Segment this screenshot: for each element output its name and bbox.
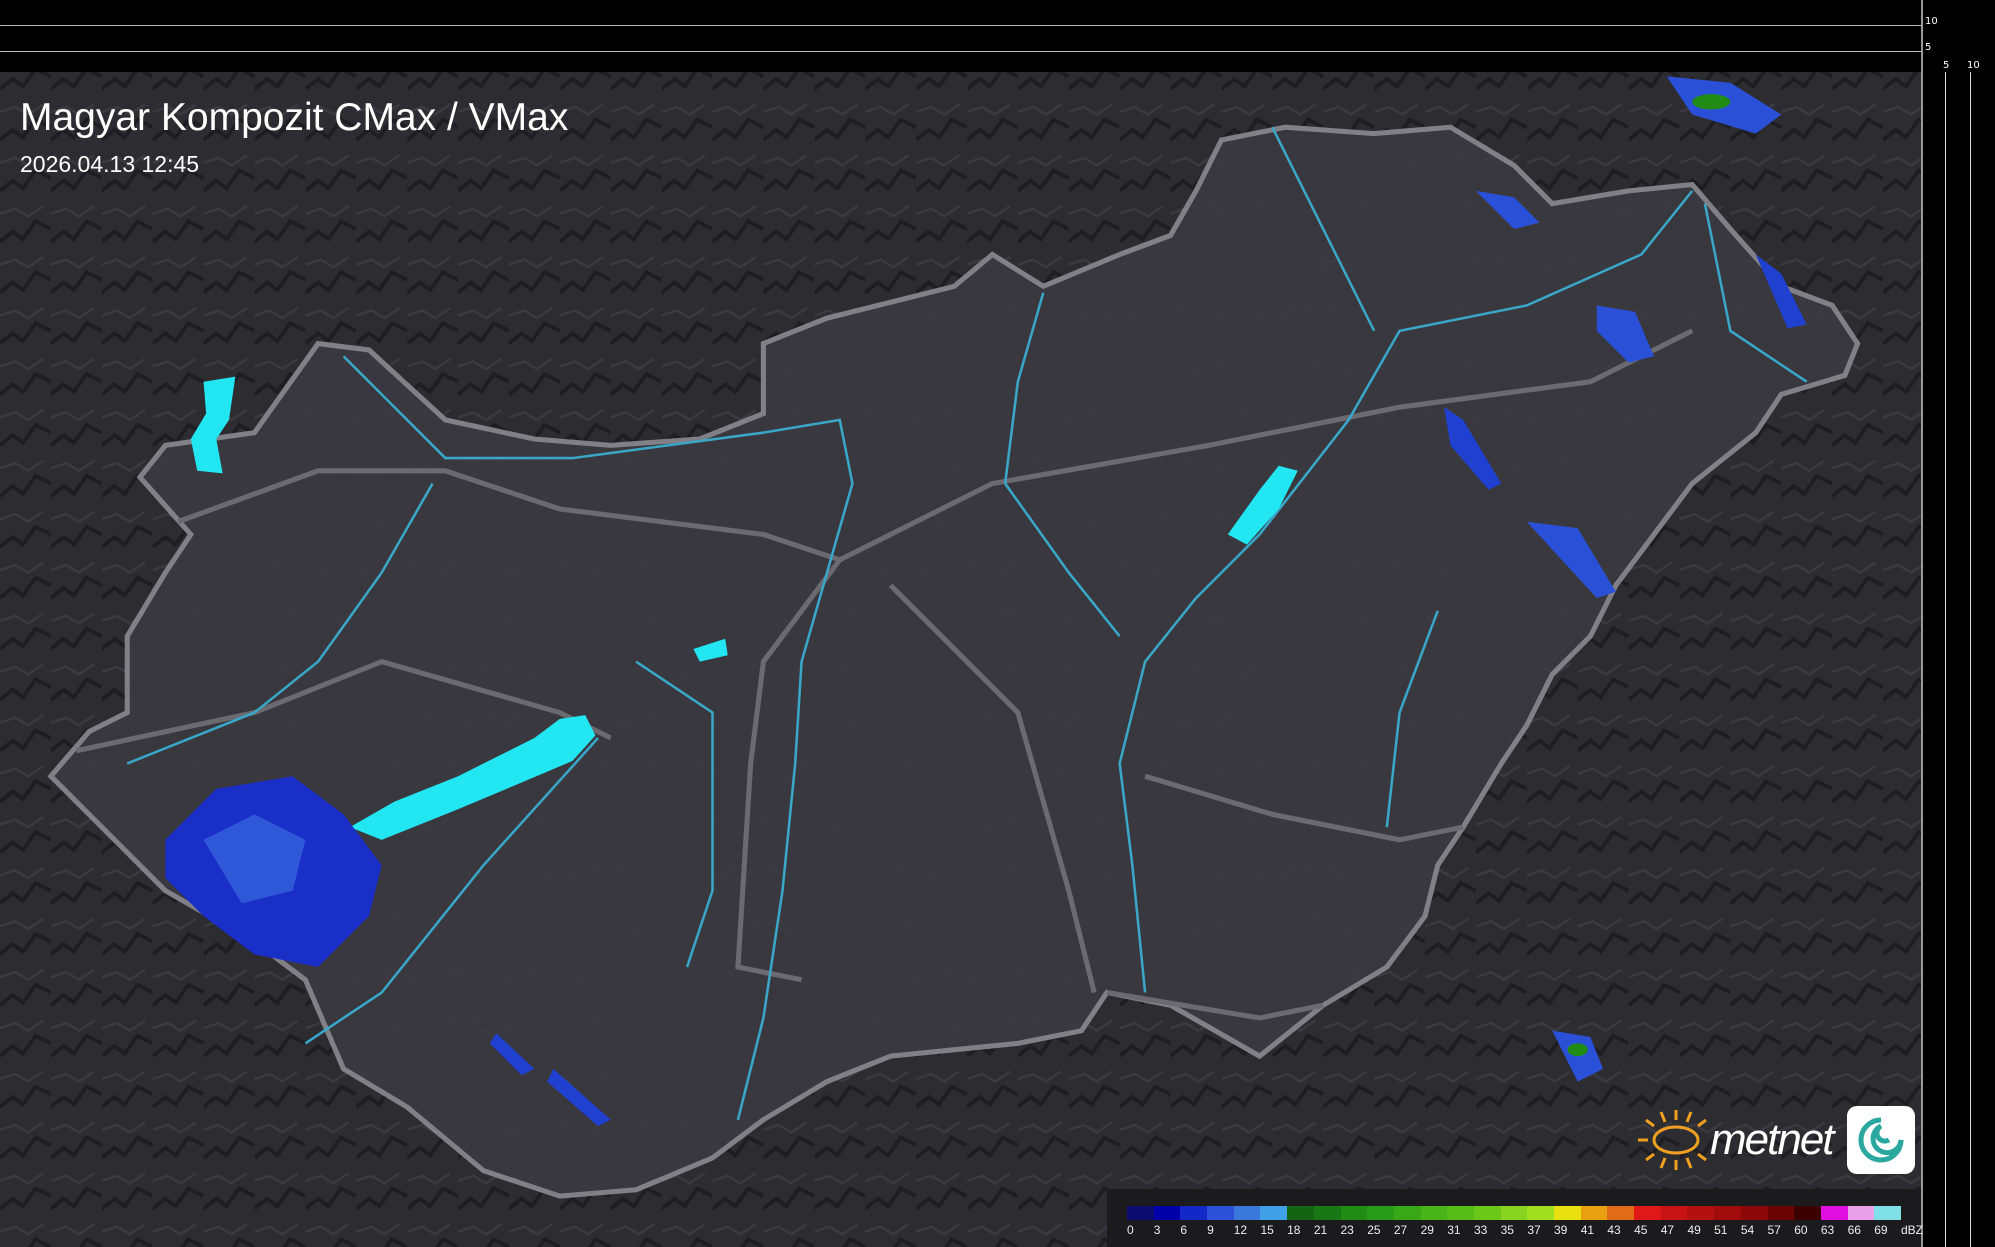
scale-label: 9 [1207, 1223, 1214, 1237]
scale-label: 25 [1367, 1223, 1381, 1237]
color-swatch [1874, 1206, 1901, 1220]
color-swatch [1180, 1206, 1208, 1220]
scale-label: 3 [1153, 1223, 1161, 1237]
unit-label: dBZ [1900, 1223, 1923, 1237]
scale-label: 12 [1233, 1223, 1248, 1237]
scale-label: 31 [1447, 1223, 1461, 1237]
color-swatch [1500, 1206, 1528, 1220]
scale-label: 35 [1500, 1223, 1514, 1237]
scale-label: 60 [1794, 1223, 1808, 1237]
color-swatch [1634, 1206, 1661, 1220]
top-tick-label: 10 [1925, 16, 1938, 27]
scale-labels: 0 3 6 9 12 15 18 21 23 25 27 29 31 33 35 37 39 41 43 45 47 49… [1127, 1223, 1923, 1237]
scale-label: 33 [1473, 1223, 1488, 1237]
lake-tisza [1227, 465, 1298, 545]
danube-river [342, 355, 854, 1121]
color-swatch [1687, 1206, 1715, 1220]
logo-text: metnet [1710, 1115, 1835, 1164]
map-title: Magyar Kompozit CMax / VMax [20, 96, 569, 139]
scale-label: 37 [1527, 1223, 1541, 1237]
scale-label: 43 [1607, 1223, 1621, 1237]
color-swatch [1740, 1206, 1768, 1220]
scale-label: 45 [1634, 1223, 1648, 1237]
scale-label: 21 [1313, 1223, 1328, 1237]
right-tick-label: 5 [1943, 60, 1950, 71]
color-swatch [1207, 1206, 1234, 1220]
color-swatch [1767, 1206, 1795, 1220]
vertical-profile-panel: 10 5 5 10 [1921, 0, 1995, 1247]
profile-gridline-5 [1945, 72, 1946, 1247]
color-scale [1127, 1206, 1901, 1220]
color-swatch [1367, 1206, 1394, 1220]
lake-balaton [349, 715, 596, 840]
scale-label: 27 [1393, 1223, 1408, 1237]
metnet-logo: metnet [1636, 1100, 1915, 1180]
lake-neusiedl [190, 376, 236, 474]
profile-gridline-10 [0, 25, 1921, 26]
scale-label: 15 [1260, 1223, 1274, 1237]
color-swatch [1340, 1206, 1368, 1220]
color-swatch [1447, 1206, 1474, 1220]
color-swatch [1260, 1206, 1288, 1220]
color-swatch [1847, 1206, 1875, 1220]
scale-label: 51 [1714, 1223, 1728, 1237]
lake-velence [693, 638, 728, 662]
color-swatch [1313, 1206, 1341, 1220]
map-timestamp: 2026.04.13 12:45 [20, 151, 200, 177]
scale-label: 66 [1847, 1223, 1861, 1237]
top-tick-label: 5 [1925, 42, 1932, 53]
scale-label: 18 [1287, 1223, 1301, 1237]
color-swatch [1607, 1206, 1635, 1220]
color-swatch [1153, 1206, 1181, 1220]
color-swatch [1580, 1206, 1608, 1220]
scale-label: 47 [1660, 1223, 1675, 1237]
scale-label: 23 [1340, 1223, 1354, 1237]
scale-label: 0 [1127, 1223, 1134, 1237]
profile-gridline-5 [0, 51, 1921, 52]
rivers [126, 126, 1808, 1121]
hungary-territory [47, 124, 1861, 1199]
radar-echoes [165, 76, 1807, 1127]
color-swatch [1420, 1206, 1448, 1220]
color-swatch [1660, 1206, 1688, 1220]
color-swatch [1554, 1206, 1581, 1220]
color-swatch [1794, 1206, 1821, 1220]
scale-label: 41 [1580, 1223, 1595, 1237]
color-swatch [1714, 1206, 1741, 1220]
horizontal-profile-panel [0, 0, 1921, 72]
color-swatch [1527, 1206, 1554, 1220]
swirl-icon [1846, 1106, 1915, 1174]
scale-label: 63 [1820, 1223, 1835, 1237]
scale-label: 57 [1767, 1223, 1781, 1237]
sun-icon [1638, 1110, 1707, 1170]
tisza-river [1118, 190, 1694, 993]
scale-label: 39 [1554, 1223, 1568, 1237]
right-tick-label: 10 [1967, 60, 1980, 71]
lakes [190, 376, 1298, 840]
scale-label: 69 [1874, 1223, 1888, 1237]
color-swatch [1287, 1206, 1314, 1220]
color-swatch [1127, 1206, 1154, 1220]
scale-label: 54 [1740, 1223, 1755, 1237]
color-swatch [1233, 1206, 1261, 1220]
color-swatch [1393, 1206, 1421, 1220]
scale-label: 6 [1180, 1223, 1188, 1237]
scale-label: 29 [1420, 1223, 1434, 1237]
color-swatch [1820, 1206, 1848, 1220]
profile-gridline-10 [1970, 72, 1971, 1247]
dbz-color-legend: 0 3 6 9 12 15 18 21 23 25 27 29 31 33 35 37 39 41 43 45 47 49… [1107, 1189, 1923, 1247]
county-borders [75, 328, 1694, 1021]
scale-label: 49 [1687, 1223, 1701, 1237]
color-swatch [1473, 1206, 1501, 1220]
